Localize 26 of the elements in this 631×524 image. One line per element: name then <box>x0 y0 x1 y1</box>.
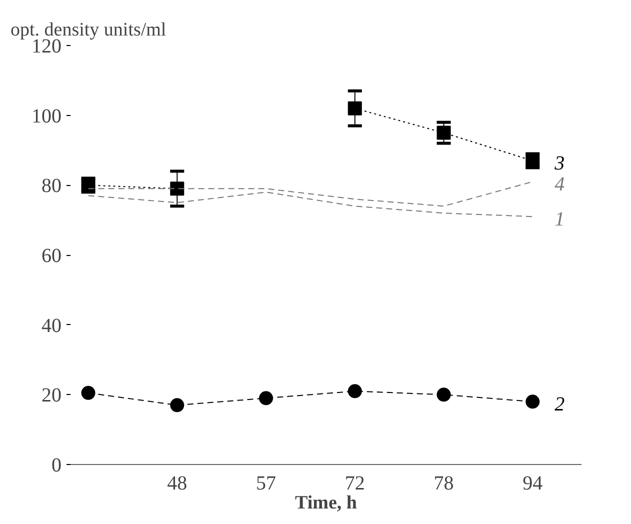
line-series <box>88 192 534 218</box>
y-tick-label: 60 <box>42 245 62 267</box>
x-tick-label: 48 <box>167 472 188 494</box>
point <box>436 126 451 140</box>
y-tick-label: 100 <box>32 105 62 128</box>
x-tick-label: 94 <box>522 472 543 494</box>
series-label: 2 <box>554 394 565 416</box>
point <box>259 391 274 406</box>
x-tick-label: 72 <box>344 472 365 494</box>
series-label: 1 <box>554 208 565 231</box>
point <box>436 388 451 402</box>
series-label: 4 <box>554 174 565 196</box>
x-tick-label: 57 <box>256 472 276 494</box>
y-tick-label: 40 <box>42 314 62 337</box>
point <box>170 182 184 196</box>
x-tick-label: 78 <box>434 472 454 494</box>
point <box>526 394 540 409</box>
y-tick-label: 0 <box>52 454 62 476</box>
point <box>81 386 96 400</box>
y-tick-label: 20 <box>42 384 62 407</box>
series-label: 3 <box>554 152 565 175</box>
point <box>348 101 362 116</box>
y-tick-label: 80 <box>42 175 62 198</box>
point <box>348 384 362 398</box>
x-axis-title: Time, h <box>295 492 358 514</box>
point <box>170 398 184 412</box>
